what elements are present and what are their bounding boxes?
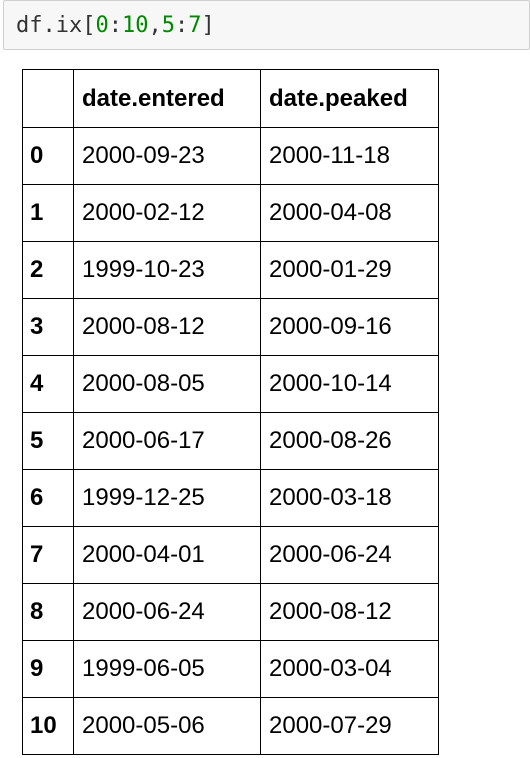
cell-date-entered: 1999-10-23: [73, 241, 261, 299]
code-input-cell[interactable]: df.ix[0:10,5:7]: [3, 0, 530, 50]
table-row: 2 1999-10-23 2000-01-29: [22, 241, 439, 299]
row-index-cell: 10: [22, 697, 74, 755]
cell-date-peaked: 2000-10-14: [260, 355, 439, 413]
column-header-date-entered: date.entered: [73, 69, 261, 128]
cell-date-peaked: 2000-01-29: [260, 241, 439, 299]
row-index-cell: 7: [22, 526, 74, 584]
code-token-comma: ,: [148, 13, 162, 38]
table-row: 3 2000-08-12 2000-09-16: [22, 298, 439, 356]
cell-date-entered: 2000-06-24: [73, 583, 261, 641]
table-row: 5 2000-06-17 2000-08-26: [22, 412, 439, 470]
cell-date-peaked: 2000-06-24: [260, 526, 439, 584]
row-index-cell: 8: [22, 583, 74, 641]
cell-date-peaked: 2000-07-29: [260, 697, 439, 755]
cell-date-peaked: 2000-08-26: [260, 412, 439, 470]
table-row: 4 2000-08-05 2000-10-14: [22, 355, 439, 413]
table-row: 10 2000-05-06 2000-07-29: [22, 697, 439, 755]
code-token-colon: :: [174, 13, 189, 38]
index-header-cell: [22, 69, 74, 128]
code-token-bracket: ]: [201, 13, 215, 38]
row-index-cell: 9: [22, 640, 74, 698]
table-row: 0 2000-09-23 2000-11-18: [22, 127, 439, 185]
table-row: 7 2000-04-01 2000-06-24: [22, 526, 439, 584]
row-index-cell: 0: [22, 127, 74, 185]
code-token-number: 0: [95, 13, 109, 38]
cell-date-entered: 2000-08-05: [73, 355, 261, 413]
table-body: 0 2000-09-23 2000-11-18 1 2000-02-12 2000-04-…: [22, 127, 439, 755]
code-token-number: 10: [121, 13, 149, 38]
table-row: 6 1999-12-25 2000-03-18: [22, 469, 439, 527]
cell-date-entered: 2000-08-12: [73, 298, 261, 356]
cell-date-peaked: 2000-03-18: [260, 469, 439, 527]
cell-date-entered: 2000-04-01: [73, 526, 261, 584]
row-index-cell: 3: [22, 298, 74, 356]
table-row: 8 2000-06-24 2000-08-12: [22, 583, 439, 641]
table-row: 9 1999-06-05 2000-03-04: [22, 640, 439, 698]
row-index-cell: 2: [22, 241, 74, 299]
cell-date-entered: 2000-02-12: [73, 184, 261, 242]
code-token-number: 7: [188, 13, 202, 38]
column-header-date-peaked: date.peaked: [260, 69, 439, 128]
cell-date-peaked: 2000-09-16: [260, 298, 439, 356]
code-line[interactable]: df.ix[0:10,5:7]: [16, 12, 215, 40]
table-header: date.entered date.peaked: [22, 69, 439, 128]
cell-date-peaked: 2000-04-08: [260, 184, 439, 242]
dataframe-output-table: date.entered date.peaked 0 2000-09-23 2000…: [22, 69, 439, 755]
code-token-colon: :: [108, 13, 122, 38]
code-token-number: 5: [161, 13, 175, 38]
row-index-cell: 1: [22, 184, 74, 242]
row-index-cell: 5: [22, 412, 74, 470]
cell-date-entered: 2000-06-17: [73, 412, 261, 470]
cell-date-peaked: 2000-08-12: [260, 583, 439, 641]
code-token-object: df.ix[: [16, 13, 96, 38]
cell-date-entered: 2000-09-23: [73, 127, 261, 185]
cell-date-entered: 1999-06-05: [73, 640, 261, 698]
cell-date-peaked: 2000-11-18: [260, 127, 439, 185]
table-row: 1 2000-02-12 2000-04-08: [22, 184, 439, 242]
header-row: date.entered date.peaked: [22, 69, 439, 128]
row-index-cell: 4: [22, 355, 74, 413]
cell-date-entered: 1999-12-25: [73, 469, 261, 527]
cell-date-peaked: 2000-03-04: [260, 640, 439, 698]
cell-date-entered: 2000-05-06: [73, 697, 261, 755]
row-index-cell: 6: [22, 469, 74, 527]
